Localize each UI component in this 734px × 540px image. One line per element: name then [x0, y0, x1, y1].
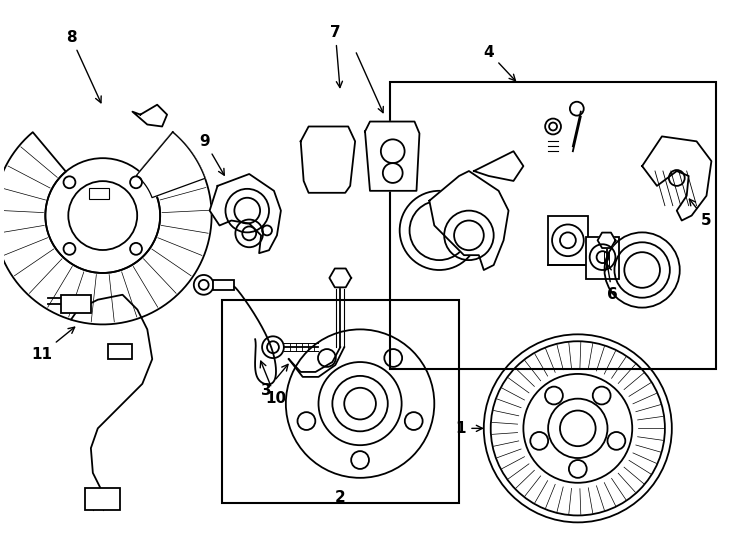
Text: 10: 10 — [261, 361, 286, 406]
Bar — [89, 187, 109, 199]
Text: 3: 3 — [261, 364, 288, 398]
Text: 11: 11 — [31, 327, 75, 362]
Polygon shape — [132, 105, 167, 126]
Bar — [586, 238, 619, 279]
Polygon shape — [474, 151, 523, 181]
Bar — [61, 295, 91, 313]
Bar — [222, 300, 459, 503]
Bar — [548, 215, 588, 265]
Polygon shape — [597, 233, 615, 248]
Polygon shape — [0, 132, 211, 325]
Bar — [85, 488, 120, 510]
Text: 5: 5 — [689, 199, 712, 228]
Text: 2: 2 — [335, 490, 346, 505]
Polygon shape — [137, 132, 205, 198]
Text: 4: 4 — [484, 45, 515, 81]
Polygon shape — [642, 137, 711, 220]
Text: 9: 9 — [200, 134, 225, 175]
Polygon shape — [330, 268, 351, 287]
Text: 1: 1 — [456, 421, 482, 436]
Text: 7: 7 — [330, 25, 343, 87]
Text: 6: 6 — [606, 265, 618, 302]
Text: 8: 8 — [66, 30, 101, 103]
Bar — [108, 344, 132, 359]
Polygon shape — [429, 171, 509, 270]
Bar — [213, 280, 234, 290]
Bar — [390, 82, 716, 369]
Polygon shape — [210, 174, 281, 253]
Polygon shape — [365, 122, 419, 191]
Polygon shape — [301, 126, 355, 193]
